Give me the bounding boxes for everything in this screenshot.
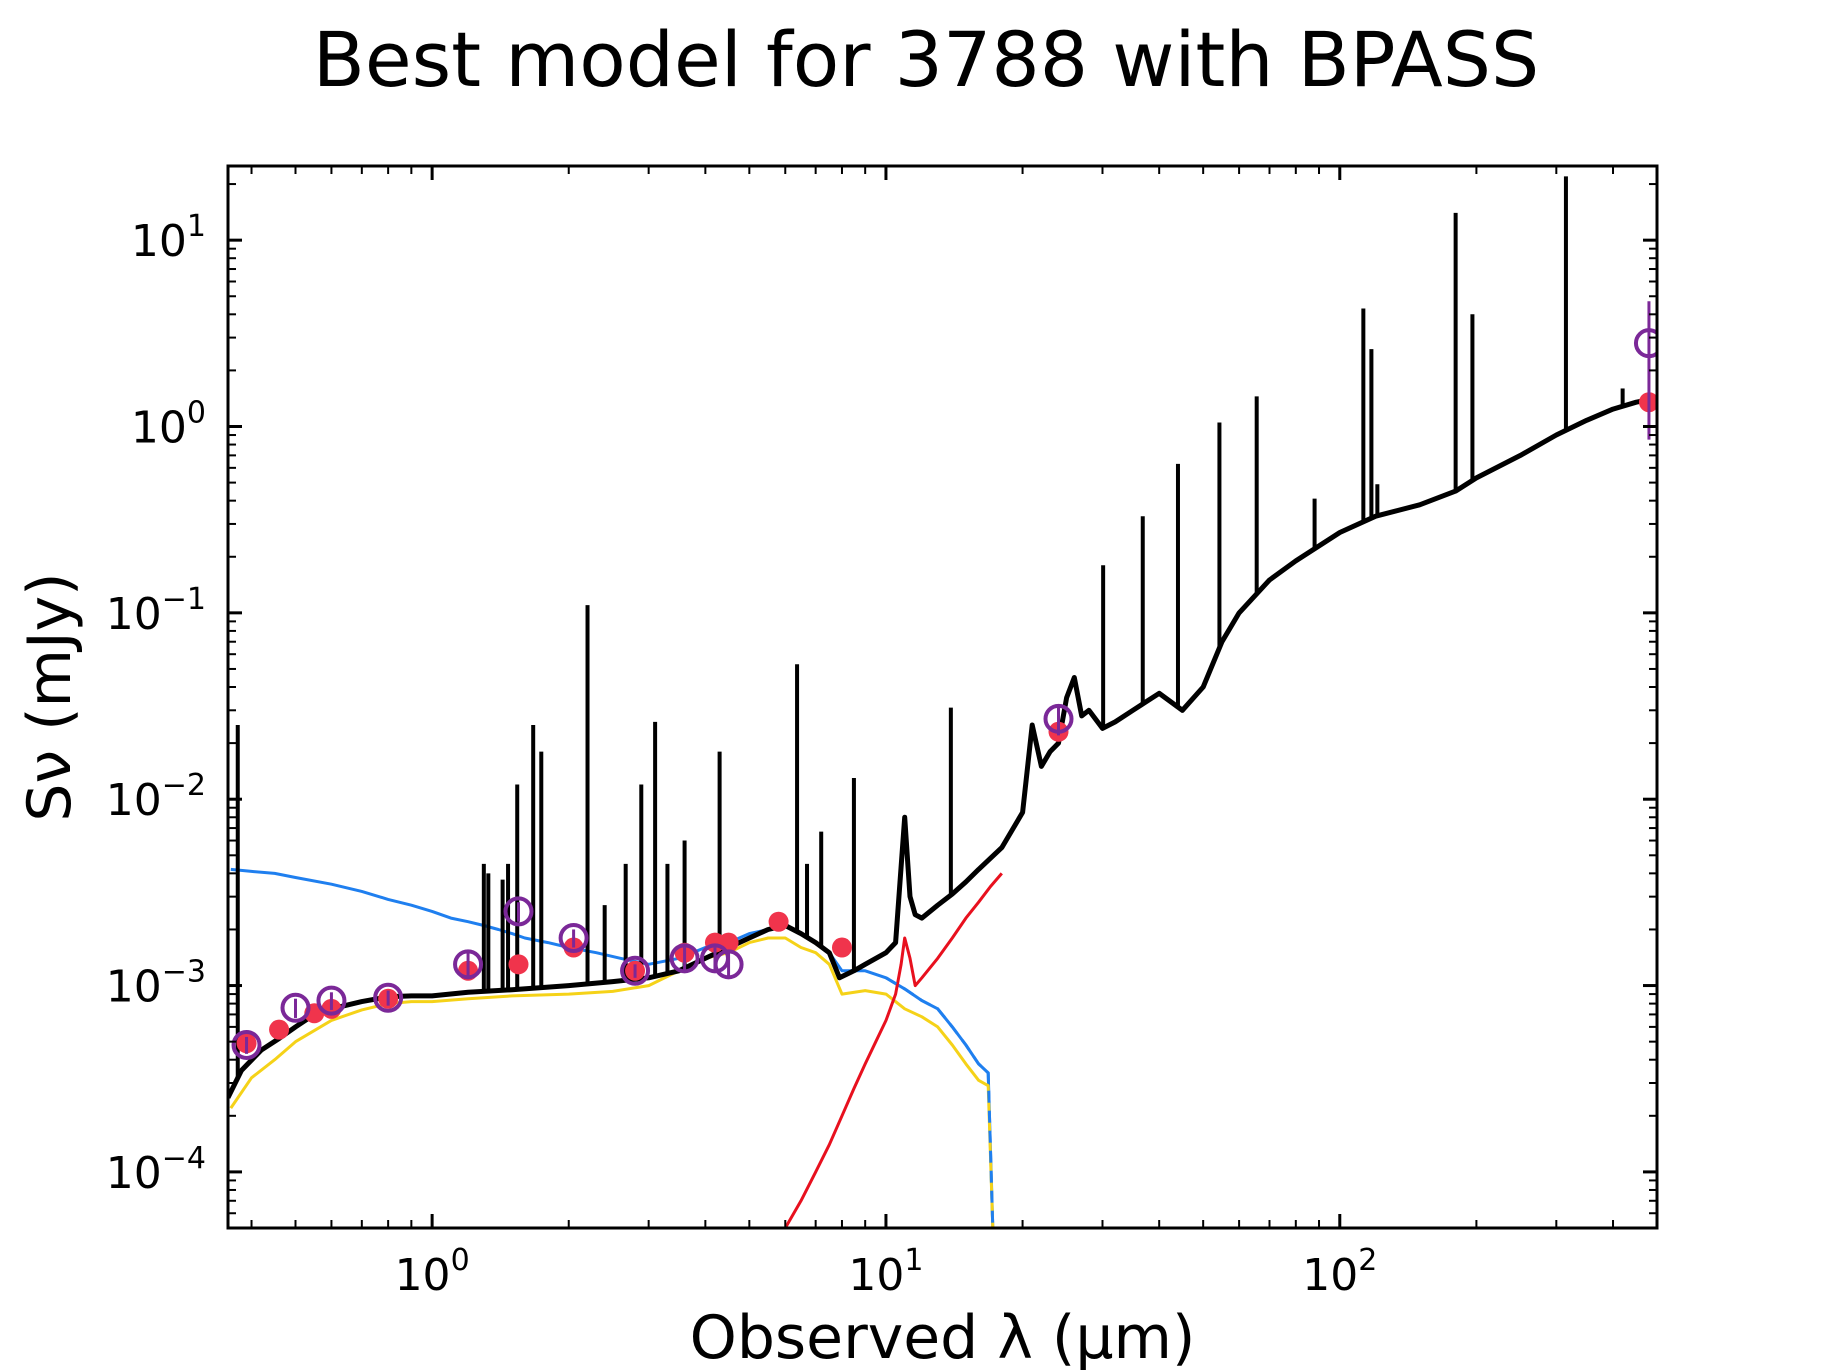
- x-tick-label: 101: [848, 1243, 923, 1301]
- series-line-attenuated-stellar: [229, 936, 995, 1228]
- y-tick-label: 100: [131, 396, 206, 454]
- chart-title: Best model for 3788 with BPASS: [313, 15, 1539, 104]
- observed-flux-point: [373, 982, 404, 1013]
- plot-series: [228, 176, 1657, 1228]
- observed-flux-point: [669, 943, 700, 974]
- y-tick-label: 10−2: [106, 768, 206, 826]
- model-flux-point: [768, 911, 789, 932]
- observed-flux-point: [280, 992, 311, 1023]
- observed-flux-point: [1043, 703, 1074, 734]
- observed-flux-point: [231, 1029, 262, 1060]
- y-tick-label: 101: [131, 209, 206, 267]
- series-line-dust: [784, 872, 1003, 1228]
- y-axis-label: Sν (mJy): [15, 572, 85, 821]
- observed-flux-point: [713, 949, 744, 980]
- model-flux-point: [831, 937, 852, 958]
- observed-flux-point: [503, 896, 534, 927]
- observed-flux-point: [453, 949, 484, 980]
- x-axis-label: Observed λ (μm): [690, 1303, 1196, 1370]
- plot-markers: [231, 301, 1657, 1060]
- observed-flux-point: [1633, 328, 1657, 359]
- observed-flux-point: [558, 922, 589, 953]
- series-line-unattenuated-stellar: [230, 867, 995, 1228]
- y-tick-label: 10−4: [106, 1141, 206, 1199]
- y-tick-label: 10−3: [106, 955, 206, 1013]
- observed-flux-point: [316, 985, 347, 1016]
- series-line-total-model: [228, 395, 1657, 1099]
- model-flux-point: [269, 1019, 290, 1040]
- model-flux-point: [508, 954, 529, 975]
- plot-frame: [226, 164, 1659, 1230]
- series-line-unattenuated-stellar-dashed: [885, 976, 995, 1228]
- x-tick-label: 102: [1302, 1243, 1377, 1301]
- y-tick-label: 10−1: [106, 582, 206, 640]
- observed-flux-point: [620, 955, 651, 986]
- x-tick-label: 100: [395, 1243, 470, 1301]
- axis-ticks: 100 101 102 10−4 10−3 10−2 10−1 100 101: [106, 166, 1658, 1301]
